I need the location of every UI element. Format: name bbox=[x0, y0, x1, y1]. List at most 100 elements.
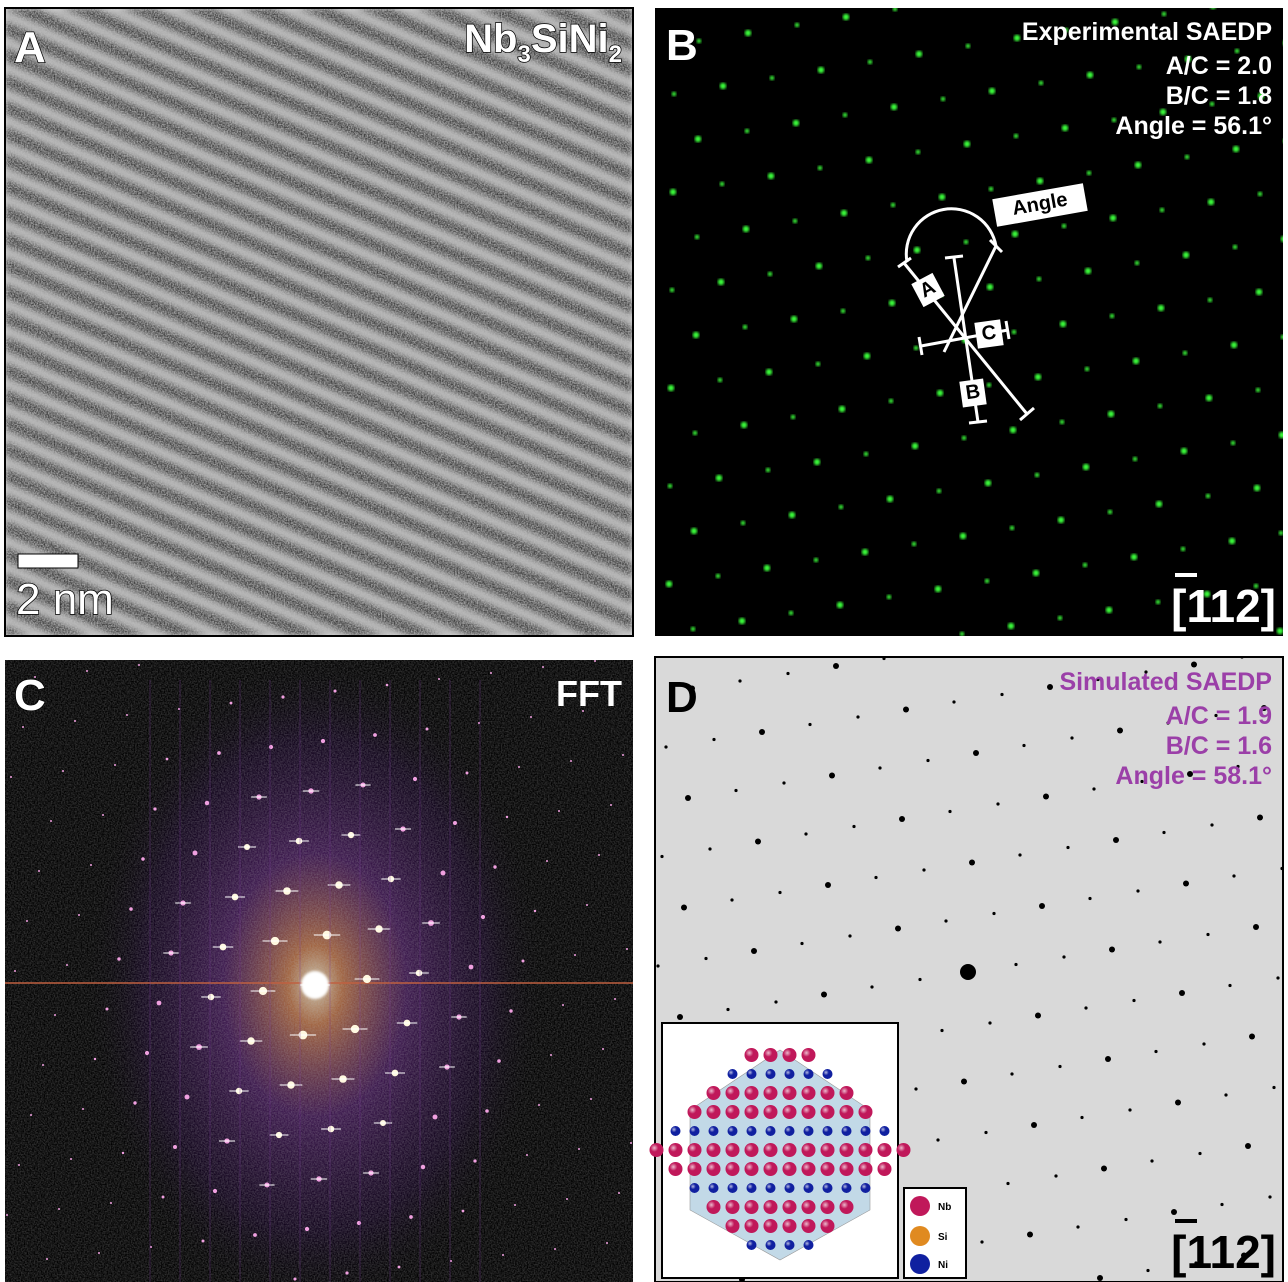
diffraction-spot bbox=[1085, 268, 1091, 274]
fft-spot bbox=[373, 733, 377, 737]
simulated-spot bbox=[895, 926, 901, 932]
simulated-spot bbox=[1117, 728, 1123, 734]
simulated-spot bbox=[800, 942, 803, 945]
simulated-spot bbox=[677, 1014, 683, 1020]
atom-shine bbox=[707, 1086, 721, 1100]
fft-spot bbox=[466, 772, 469, 775]
diffraction-spot bbox=[966, 44, 970, 48]
simulated-spot bbox=[786, 672, 789, 675]
diffraction-spot bbox=[1210, 3, 1216, 9]
fft-spot bbox=[58, 1208, 60, 1210]
diffraction-spot bbox=[891, 203, 895, 207]
fft-spot bbox=[321, 739, 325, 743]
fft-spot bbox=[281, 695, 284, 698]
simulated-spot bbox=[1198, 1152, 1201, 1155]
fft-spot bbox=[490, 672, 492, 674]
diffraction-spot bbox=[743, 226, 749, 232]
diffraction-spot bbox=[1162, 12, 1166, 16]
diffraction-spot bbox=[987, 284, 993, 290]
diffraction-spot bbox=[1062, 224, 1066, 228]
atom-shine bbox=[690, 1183, 700, 1193]
panel-title: Experimental SAEDP bbox=[1022, 18, 1272, 46]
diffraction-spot bbox=[1014, 134, 1018, 138]
fft-spot bbox=[634, 704, 636, 706]
diffraction-spot bbox=[720, 83, 726, 89]
simulated-spot bbox=[960, 964, 976, 980]
fft-center bbox=[301, 971, 329, 999]
simulated-spot bbox=[922, 868, 925, 871]
fft-spot bbox=[554, 1248, 556, 1250]
legend-label: Nb bbox=[938, 1202, 951, 1213]
simulated-spot bbox=[1043, 794, 1049, 800]
ratio-line: A/C = 1.9 bbox=[1166, 702, 1272, 730]
c-tag: C bbox=[974, 319, 1003, 348]
simulated-spot bbox=[1154, 1050, 1157, 1053]
diffraction-spot bbox=[1256, 289, 1262, 295]
fft-spot bbox=[193, 851, 198, 856]
atom-shine bbox=[840, 1200, 854, 1214]
atom-shine bbox=[802, 1143, 816, 1157]
diffraction-spot bbox=[668, 385, 674, 391]
simulated-spot bbox=[992, 912, 995, 915]
simulated-spot bbox=[1062, 955, 1065, 958]
diffraction-spot bbox=[693, 332, 699, 338]
formula-part: Ni bbox=[569, 17, 609, 61]
fft-spot bbox=[202, 1240, 205, 1243]
atom-shine bbox=[726, 1105, 740, 1119]
atom-shine bbox=[821, 1200, 835, 1214]
fft-spot bbox=[74, 720, 76, 722]
simulated-spot bbox=[973, 750, 979, 756]
figure: A Nb3SiNi2 2 nm Angle A B C B Experiment… bbox=[0, 0, 1288, 1282]
fft-spot bbox=[514, 1204, 516, 1206]
diffraction-spot bbox=[1279, 432, 1285, 438]
atom-shine bbox=[766, 1240, 776, 1250]
diffraction-spot bbox=[1133, 457, 1137, 461]
atom-shine bbox=[726, 1200, 740, 1214]
simulated-spot bbox=[948, 810, 951, 813]
diffraction-spot bbox=[720, 182, 724, 186]
simulated-spot bbox=[882, 657, 885, 660]
diffraction-spot bbox=[766, 369, 772, 375]
diffraction-spot bbox=[1279, 531, 1283, 535]
diffraction-spot bbox=[1058, 517, 1064, 523]
fft-spot bbox=[98, 1252, 100, 1254]
atom-shine bbox=[823, 1126, 833, 1136]
simulated-spot bbox=[1031, 1122, 1037, 1128]
fft-spot bbox=[157, 1001, 162, 1006]
fft-spot bbox=[413, 777, 417, 781]
fft-spot bbox=[70, 1158, 72, 1160]
simulated-spot bbox=[755, 839, 761, 845]
fft-spot bbox=[50, 820, 52, 822]
simulated-spot bbox=[759, 729, 765, 735]
diffraction-spot bbox=[837, 602, 843, 608]
fft-spot bbox=[546, 860, 548, 862]
diffraction-spot bbox=[1135, 261, 1139, 265]
atom-shine bbox=[669, 1143, 683, 1157]
diffraction-spot bbox=[1258, 192, 1262, 196]
atom-shine bbox=[766, 1183, 776, 1193]
simulated-spot bbox=[899, 816, 905, 822]
atom-shine bbox=[861, 1183, 871, 1193]
diffraction-spot bbox=[814, 459, 820, 465]
diffraction-spot bbox=[770, 76, 774, 80]
simulated-spot bbox=[681, 905, 687, 911]
atom-shine bbox=[764, 1105, 778, 1119]
zone-part: [ bbox=[1171, 580, 1186, 632]
diffraction-spot bbox=[789, 611, 793, 615]
diffraction-spot bbox=[818, 166, 822, 170]
simulated-spot bbox=[660, 855, 663, 858]
fft-spot bbox=[558, 810, 560, 812]
fft-spot bbox=[610, 804, 612, 806]
simulated-spot bbox=[944, 919, 947, 922]
diffraction-spot bbox=[1229, 637, 1233, 641]
simulated-spot bbox=[1010, 1072, 1013, 1075]
diffraction-spot bbox=[912, 542, 916, 546]
simulated-spot bbox=[774, 1000, 777, 1003]
diffraction-spot bbox=[693, 431, 697, 435]
fft-spot bbox=[102, 814, 104, 816]
diffraction-spot bbox=[672, 92, 676, 96]
diffraction-spot bbox=[941, 97, 945, 101]
diffraction-spot bbox=[793, 120, 799, 126]
simulated-spot bbox=[914, 1087, 917, 1090]
formula-part: Si bbox=[531, 17, 569, 61]
